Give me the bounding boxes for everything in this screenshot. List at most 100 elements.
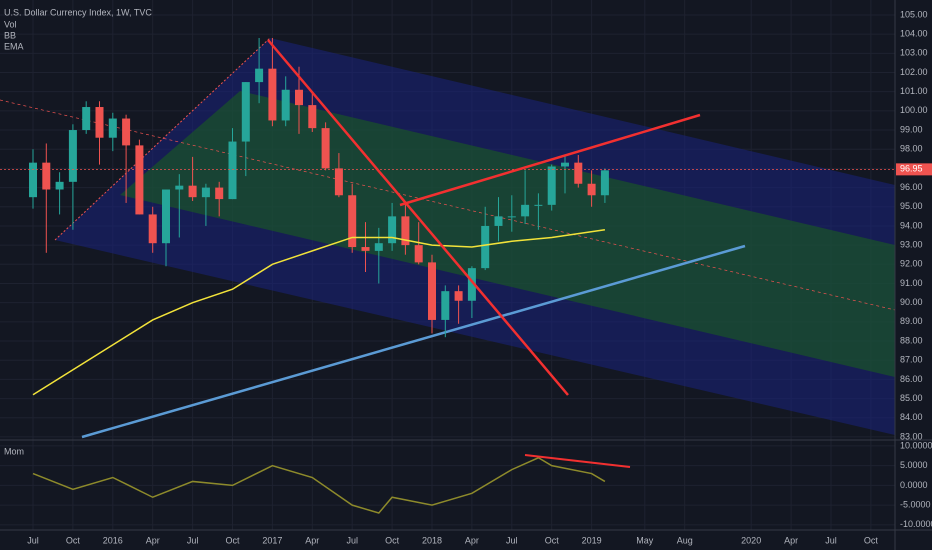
candle-body: [55, 181, 64, 190]
y-tick-label: 87.00: [900, 355, 923, 365]
y-tick-label: 85.00: [900, 393, 923, 403]
candle-body: [29, 162, 37, 198]
y-tick-label: 10.0000: [900, 440, 932, 450]
candle-body: [600, 170, 609, 196]
candle-body: [334, 168, 343, 196]
y-tick-label: 99.00: [900, 124, 923, 134]
x-tick-label: Oct: [545, 535, 560, 545]
candle-body: [82, 107, 91, 131]
candle-body: [401, 216, 410, 246]
candle-body: [228, 141, 237, 200]
y-tick-label: 90.00: [900, 297, 923, 307]
x-tick-label: 2020: [741, 535, 761, 545]
candle-body: [135, 145, 144, 215]
y-tick-label: 100.00: [900, 105, 928, 115]
x-tick-label: Oct: [225, 535, 240, 545]
y-tick-label: 93.00: [900, 240, 923, 250]
candle-body: [201, 187, 210, 198]
candle-body: [215, 187, 224, 200]
x-tick-label: 2018: [422, 535, 442, 545]
y-tick-label: 94.00: [900, 220, 923, 230]
y-tick-label: 91.00: [900, 278, 923, 288]
chart-title: U.S. Dollar Currency Index, 1W, TVC: [4, 7, 152, 17]
candle-body: [68, 130, 77, 182]
candle-body: [414, 245, 423, 263]
x-tick-label: 2017: [262, 535, 282, 545]
indicator-label: Vol: [4, 19, 17, 29]
y-tick-label: -5.0000: [900, 500, 931, 510]
candle-body: [188, 185, 197, 198]
candle-body: [441, 291, 450, 320]
x-tick-label: Jul: [346, 535, 358, 545]
trendline-red: [399, 113, 701, 207]
y-tick-label: 84.00: [900, 412, 923, 422]
x-tick-label: Oct: [385, 535, 400, 545]
y-tick-label: -10.0000: [900, 519, 932, 529]
x-tick-label: Oct: [66, 535, 81, 545]
y-tick-label: 92.00: [900, 259, 923, 269]
y-tick-label: 5.0000: [900, 460, 928, 470]
x-tick-label: Apr: [305, 535, 319, 545]
candle-body: [321, 128, 330, 169]
candle-body: [148, 214, 157, 244]
indicator-line: [32, 229, 606, 396]
candle-body: [547, 166, 556, 205]
last-price-label: 96.95: [900, 164, 923, 174]
x-tick-label: Apr: [784, 535, 798, 545]
candle-body: [308, 105, 317, 129]
x-tick-label: Apr: [465, 535, 479, 545]
indicator-label: EMA: [4, 41, 24, 51]
candle-body: [122, 118, 131, 146]
x-tick-label: 2019: [582, 535, 602, 545]
candle-body: [507, 216, 516, 218]
pitchfork-inner: [120, 91, 895, 377]
indicator-label: Mom: [4, 446, 24, 456]
plot: [0, 37, 895, 514]
last-price-box: [896, 163, 932, 176]
candle-body: [281, 89, 290, 121]
y-tick-label: 102.00: [900, 67, 928, 77]
pitchfork-handle: [54, 37, 271, 241]
y-tick-label: 104.00: [900, 29, 928, 39]
candle-body: [42, 162, 51, 190]
candle-body: [521, 204, 530, 217]
x-tick-label: Jul: [187, 535, 199, 545]
x-tick-label: 2016: [103, 535, 123, 545]
candle-body: [587, 183, 596, 196]
candle-body: [561, 162, 569, 167]
y-tick-label: 98.00: [900, 144, 923, 154]
x-tick-label: Jul: [825, 535, 837, 545]
candle-body: [388, 216, 397, 244]
y-tick-label: 96.00: [900, 182, 923, 192]
candle-body: [108, 118, 117, 138]
candle-body: [534, 204, 543, 206]
candle-body: [268, 68, 277, 121]
candle-body: [95, 107, 104, 138]
candle-body: [454, 291, 463, 301]
y-tick-label: 88.00: [900, 335, 923, 345]
candle-body: [361, 247, 370, 251]
y-tick-label: 103.00: [900, 48, 928, 58]
candle-body: [467, 268, 476, 301]
x-tick-label: Jul: [506, 535, 518, 545]
candle-body: [574, 162, 583, 184]
x-tick-label: Aug: [677, 535, 693, 545]
candle-body: [374, 243, 383, 251]
y-tick-label: 89.00: [900, 316, 923, 326]
trendline-blue: [81, 244, 746, 439]
x-tick-label: May: [636, 535, 654, 545]
trendline-mom: [524, 454, 631, 468]
y-tick-label: 101.00: [900, 86, 928, 96]
candle-body: [255, 68, 264, 83]
candle-body: [428, 262, 436, 320]
candle-body: [481, 225, 490, 269]
x-tick-label: Apr: [146, 535, 160, 545]
y-tick-label: 86.00: [900, 374, 923, 384]
y-tick-label: 105.00: [900, 9, 928, 19]
candle-body: [348, 195, 357, 248]
x-tick-label: Jul: [27, 535, 39, 545]
trendline-red: [267, 39, 569, 396]
x-tick-label: Oct: [864, 535, 879, 545]
indicator-label: BB: [4, 30, 16, 40]
